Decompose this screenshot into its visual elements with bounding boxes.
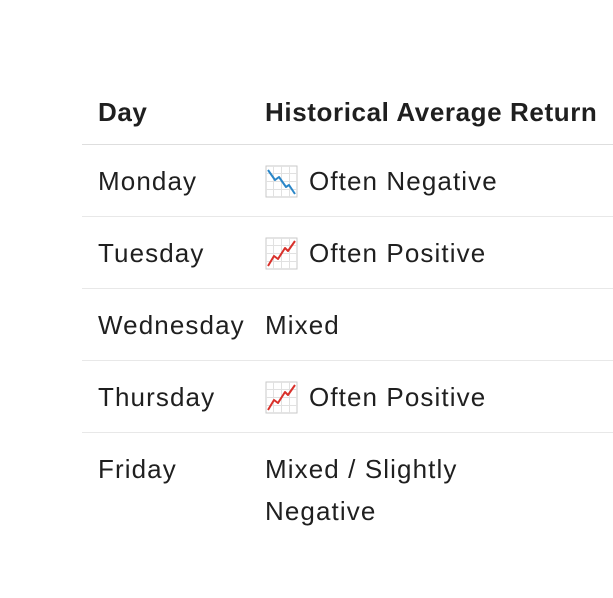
return-text: Mixed / Slightly Negative (265, 454, 458, 526)
day-cell: Friday (98, 454, 177, 484)
chart-increasing-icon (265, 381, 298, 414)
table-row: Wednesday Mixed (82, 289, 613, 361)
return-text: Often Positive (309, 382, 487, 412)
chart-increasing-icon (265, 237, 298, 270)
return-text: Often Positive (309, 238, 487, 268)
table-row: Monday Often Negative (82, 145, 613, 217)
table-row: Tuesday Often Positive (82, 217, 613, 289)
chart-decreasing-icon (265, 165, 298, 198)
day-cell: Thursday (98, 382, 216, 412)
return-text: Mixed (265, 310, 340, 340)
table-row: Thursday Often Positive (82, 361, 613, 433)
return-text: Often Negative (309, 166, 498, 196)
table-header-row: Day Historical Average Return (82, 44, 613, 145)
day-cell: Monday (98, 166, 198, 196)
day-cell: Wednesday (98, 310, 245, 340)
day-cell: Tuesday (98, 238, 205, 268)
column-header-return: Historical Average Return (265, 97, 598, 127)
returns-table: Day Historical Average Return Monday Oft… (82, 44, 613, 533)
column-header-day: Day (98, 97, 148, 127)
table-row: Friday Mixed / Slightly Negative (82, 433, 613, 533)
